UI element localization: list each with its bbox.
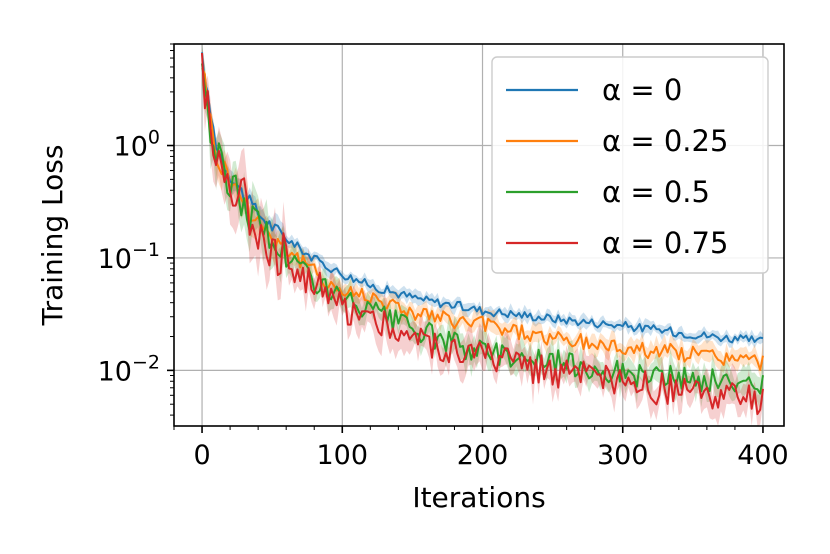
series-line	[201, 52, 764, 416]
y-tick-label: 10−1	[98, 239, 160, 275]
legend-box	[491, 56, 769, 274]
legend: α = 0 α = 0.25 α = 0.5 α = 0.75	[491, 56, 769, 274]
x-tick-label: 400	[737, 440, 789, 471]
series-band	[202, 44, 763, 410]
series-line	[201, 52, 764, 344]
series-line	[201, 63, 764, 395]
y-tick-label: 10−2	[98, 351, 160, 387]
plot-frame	[173, 43, 785, 427]
x-tick-label: 100	[317, 440, 369, 471]
y-axis-label: Training Loss	[36, 145, 69, 327]
x-axis-label: Iterations	[412, 481, 545, 514]
x-tick-label: 300	[597, 440, 649, 471]
x-tick-label: 0	[193, 440, 210, 471]
x-tick-label: 200	[457, 440, 509, 471]
legend-label: α = 0.75	[602, 226, 728, 260]
y-tick-label: 100	[114, 127, 160, 163]
legend-label: α = 0.25	[602, 124, 728, 158]
y-axis-ticks: 100 10−1 10−2	[98, 127, 174, 387]
legend-label: α = 0.5	[602, 175, 710, 209]
series-band	[202, 49, 763, 378]
series-band	[202, 44, 763, 349]
x-axis-ticks: 0 100 200 300 400	[193, 426, 789, 471]
series-line	[201, 67, 764, 371]
legend-label: α = 0	[602, 73, 682, 107]
series-lines	[201, 52, 764, 416]
